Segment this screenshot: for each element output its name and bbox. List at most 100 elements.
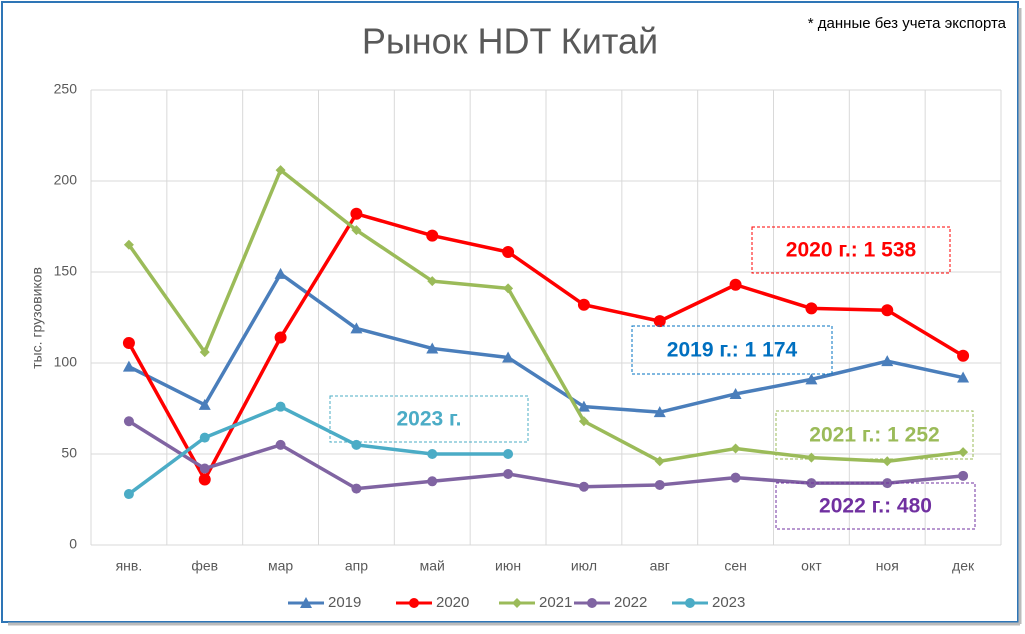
marker xyxy=(654,456,665,467)
marker xyxy=(350,322,363,334)
marker xyxy=(881,355,894,367)
y-tick-label: 150 xyxy=(54,263,78,279)
legend-label: 2019 xyxy=(328,594,361,611)
marker xyxy=(958,470,969,481)
x-tick-label: фев xyxy=(191,558,218,574)
annotation: 2020 г.: 1 538 xyxy=(786,239,917,262)
marker xyxy=(805,302,818,315)
x-tick-label: июл xyxy=(571,558,597,574)
marker xyxy=(199,463,210,474)
x-tick-label: окт xyxy=(801,558,822,574)
marker xyxy=(578,481,589,492)
y-tick-label: 200 xyxy=(54,172,78,188)
marker xyxy=(122,336,135,349)
marker xyxy=(198,398,211,410)
marker xyxy=(426,342,439,354)
y-axis-label: тыс. грузовиков xyxy=(29,267,45,369)
x-tick-label: мар xyxy=(268,558,293,574)
marker xyxy=(685,598,695,608)
marker xyxy=(577,400,590,412)
annotation: 2022 г.: 480 xyxy=(819,495,932,518)
frame xyxy=(1,1,1019,623)
marker xyxy=(806,452,817,463)
marker xyxy=(653,406,666,418)
x-tick-label: май xyxy=(420,558,445,574)
legend-label: 2021 xyxy=(539,594,572,611)
marker xyxy=(882,456,893,467)
marker xyxy=(123,489,134,500)
x-tick-label: ноя xyxy=(876,558,899,574)
marker xyxy=(427,476,438,487)
legend-label: 2022 xyxy=(614,594,647,611)
annotation-box xyxy=(775,410,974,460)
series-line xyxy=(127,168,964,464)
marker xyxy=(409,598,419,608)
marker xyxy=(351,439,362,450)
marker xyxy=(198,473,211,486)
marker xyxy=(503,449,514,459)
x-tick-label: янв. xyxy=(116,558,143,574)
x-tick-label: апр xyxy=(345,558,368,574)
marker xyxy=(730,472,741,483)
marker xyxy=(427,449,438,459)
marker xyxy=(503,469,514,480)
annotation: 2019 г.: 1 174 xyxy=(667,339,798,362)
marker xyxy=(729,278,742,291)
annotation: 2021 г.: 1 252 xyxy=(809,424,939,447)
series-line xyxy=(127,404,509,496)
marker xyxy=(274,267,287,279)
marker xyxy=(300,597,312,608)
annotation-box xyxy=(329,395,529,443)
x-tick-label: июн xyxy=(495,558,521,574)
legend-label: 2023 xyxy=(712,594,745,611)
marker xyxy=(512,598,522,608)
marker xyxy=(957,349,970,362)
marker xyxy=(958,447,969,458)
marker xyxy=(502,245,515,258)
x-tick-label: авг xyxy=(650,558,670,574)
annotation: 2023 г. xyxy=(396,408,461,431)
marker xyxy=(503,283,514,294)
marker xyxy=(275,165,286,176)
x-tick-label: дек xyxy=(952,558,975,574)
marker xyxy=(957,371,970,383)
marker xyxy=(805,373,818,385)
annotation-box xyxy=(775,482,976,530)
marker xyxy=(275,401,286,412)
marker xyxy=(426,229,439,242)
marker xyxy=(654,479,665,490)
marker xyxy=(427,276,438,287)
y-tick-label: 50 xyxy=(61,445,77,461)
marker xyxy=(881,304,894,317)
annotation-box xyxy=(751,226,951,274)
marker xyxy=(729,387,742,399)
x-tick-label: сен xyxy=(724,558,747,574)
y-tick-label: 100 xyxy=(54,354,78,370)
marker xyxy=(350,207,363,220)
marker xyxy=(199,432,210,443)
marker xyxy=(351,483,362,494)
marker xyxy=(653,315,666,328)
marker xyxy=(577,298,590,311)
marker xyxy=(274,331,287,344)
series-line xyxy=(127,212,964,482)
marker xyxy=(730,443,741,454)
marker xyxy=(578,416,589,427)
note: * данные без учета экспорта xyxy=(808,15,1007,32)
marker xyxy=(123,239,134,250)
annotation-box xyxy=(631,325,833,375)
marker xyxy=(502,351,515,363)
marker xyxy=(275,439,286,450)
y-tick-label: 0 xyxy=(69,536,77,552)
marker xyxy=(123,416,134,427)
marker xyxy=(199,347,210,358)
marker xyxy=(122,360,135,372)
series-line xyxy=(127,419,964,491)
legend-label: 2020 xyxy=(436,594,469,611)
y-tick-label: 250 xyxy=(54,81,78,97)
marker xyxy=(587,598,597,608)
chart-title: Рынок HDT Китай xyxy=(362,21,658,62)
marker xyxy=(351,225,362,236)
series-line xyxy=(128,272,964,414)
